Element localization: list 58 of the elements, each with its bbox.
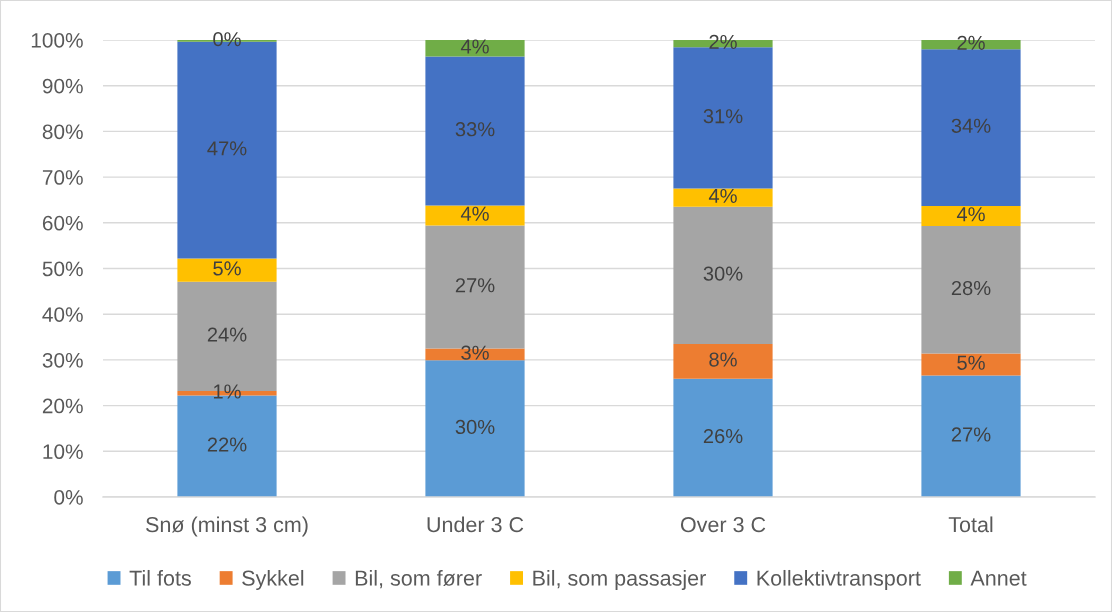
y-tick-label: 30% (42, 352, 83, 368)
legend-label: Til fots (129, 569, 191, 586)
data-label: 5% (957, 355, 985, 370)
data-label: 4% (708, 188, 737, 203)
data-label: 24% (207, 327, 247, 342)
bar (673, 378, 773, 497)
y-tick-label: 0% (54, 490, 83, 505)
data-label: 31% (703, 109, 743, 124)
data-label: 33% (455, 122, 495, 137)
bar (425, 40, 525, 57)
data-label: 27% (455, 278, 495, 293)
x-tick-label: Under 3 C (427, 516, 524, 533)
bar (921, 226, 1021, 354)
data-label: 47% (207, 141, 247, 156)
legend-label: Bil, som passasjer (533, 569, 706, 591)
bar (921, 375, 1021, 497)
y-tick-label: 20% (42, 398, 83, 414)
bar (673, 47, 773, 189)
y-tick-label: 40% (42, 307, 83, 322)
y-tick-label: 70% (42, 170, 83, 185)
data-label: 3% (461, 345, 489, 360)
data-label: 30% (455, 419, 495, 435)
data-label: 4% (956, 207, 985, 222)
bar (673, 188, 773, 207)
x-tick-label: Total (948, 516, 993, 533)
y-tick-label: 80% (42, 124, 83, 140)
bar (425, 205, 525, 226)
data-label: 28% (951, 280, 991, 296)
legend-label: Bil, som fører (355, 569, 482, 589)
data-label: 4% (460, 206, 489, 221)
x-tick-label: Over 3 C (680, 517, 766, 533)
y-tick-label: 90% (42, 78, 83, 94)
data-label: 27% (951, 427, 991, 442)
bar (425, 360, 525, 497)
data-label: 8% (709, 352, 737, 367)
bar (673, 206, 773, 344)
data-label: 1% (213, 384, 241, 399)
legend-label: Kollektivtransport (757, 569, 921, 591)
data-label: 22% (207, 437, 247, 452)
y-tick-label: 10% (43, 444, 83, 460)
y-tick-label: 60% (42, 215, 83, 231)
bar (673, 343, 773, 379)
bar (921, 205, 1021, 226)
data-label: 26% (703, 428, 743, 444)
data-label: 0% (213, 32, 241, 47)
x-tick-label: Snø (minst 3 cm) (146, 516, 308, 537)
bar (921, 49, 1021, 206)
bar (921, 353, 1021, 376)
y-tick-label: 100% (31, 33, 83, 48)
data-label: 5% (213, 261, 241, 276)
bar (177, 258, 277, 282)
data-label: 30% (703, 266, 743, 281)
data-label: 4% (460, 39, 489, 54)
bar (425, 56, 525, 206)
y-tick-label: 50% (42, 261, 83, 277)
legend-label: Annet (970, 570, 1027, 586)
data-label: 34% (951, 118, 991, 133)
legend-label: Sykkel (242, 569, 304, 591)
